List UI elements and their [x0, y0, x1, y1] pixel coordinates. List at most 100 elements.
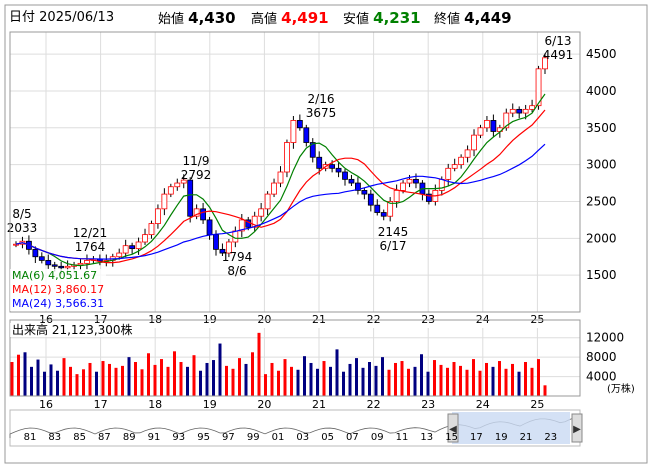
- candle-body: [167, 186, 174, 195]
- candle-body: [484, 120, 490, 129]
- ma6-value: 4,051.67: [48, 269, 98, 282]
- candle-body: [77, 262, 84, 266]
- navigator-year-label: 05: [321, 432, 334, 443]
- navigator-year-label: 07: [346, 432, 359, 443]
- ma-legend: MA(6) 4,051.67 MA(12) 3,860.17 MA(24) 3,…: [10, 269, 107, 311]
- volume-bar: [17, 354, 20, 396]
- volume-bar: [231, 368, 235, 396]
- volume-label: 出来高: [12, 323, 49, 337]
- navigator-year-label: 19: [495, 432, 508, 443]
- volume-bar: [127, 357, 131, 396]
- volume-bar: [387, 369, 391, 396]
- volume-bar: [179, 362, 183, 396]
- candle-body: [413, 178, 419, 184]
- navigator-year-label: 01: [272, 432, 285, 443]
- candle-body: [387, 201, 394, 217]
- volume-bar: [43, 371, 46, 396]
- high-value: 4,491: [281, 9, 329, 27]
- candle-body: [316, 156, 323, 169]
- candle-body: [116, 252, 123, 258]
- candle-body: [522, 108, 529, 114]
- volume-bar: [504, 368, 508, 396]
- y-tick-label: 2000: [586, 231, 617, 245]
- volume-bar: [446, 367, 449, 396]
- candle-body: [206, 219, 213, 236]
- navigator-year-label: 97: [222, 432, 235, 443]
- navigator-year-label: 93: [172, 432, 185, 443]
- chevron-left-icon: ◀: [449, 424, 457, 435]
- candle-body: [367, 193, 374, 206]
- volume-bar: [355, 358, 358, 396]
- volume-bar: [413, 366, 417, 396]
- vol-x-tick-label: 16: [39, 398, 53, 411]
- grid-layer: [10, 32, 580, 396]
- candle-body: [529, 105, 535, 110]
- annotation-line2: 2033: [7, 221, 38, 235]
- candle-body: [155, 208, 161, 224]
- candle-body: [451, 164, 458, 169]
- volume-bar: [36, 359, 40, 396]
- candle-body: [51, 264, 58, 267]
- navigator-year-label: 21: [520, 432, 533, 443]
- navigator[interactable]: ◀ ▶ 81 83 85 87 89 91 93 95 97 99 01 03 05 07 09 11 13 15 17…: [9, 409, 583, 447]
- volume-legend: 出来高 21,123,300株: [10, 323, 135, 337]
- vol-x-tick-label: 25: [530, 398, 544, 411]
- y-tick-label: 4000: [586, 84, 617, 98]
- volume-bar: [296, 369, 300, 396]
- navigator-year-label: 13: [420, 432, 433, 443]
- ma12-legend-item: MA(12) 3,860.17: [12, 283, 104, 297]
- navigator-selection: [452, 412, 570, 444]
- candle-body: [148, 223, 155, 236]
- volume-bar: [264, 374, 267, 396]
- volume-bar: [537, 359, 540, 396]
- volume-bar: [257, 332, 261, 396]
- volume-bar: [30, 366, 33, 396]
- volume-bar: [400, 361, 404, 396]
- volume-bar: [348, 363, 352, 396]
- candles: [13, 53, 548, 275]
- ma12-line: [15, 109, 546, 264]
- volume-bar: [374, 365, 378, 396]
- candle-body: [342, 171, 348, 180]
- navigator-year-label: 99: [247, 432, 260, 443]
- navigator-year-label: 85: [73, 432, 86, 443]
- volume-bar: [478, 370, 482, 396]
- volume-unit: (万株): [605, 383, 637, 397]
- volume-bar: [361, 367, 365, 396]
- volume-bar: [498, 361, 501, 396]
- date-value: 2025/06/13: [39, 10, 115, 25]
- candle-body: [213, 234, 219, 250]
- volume-bar: [543, 385, 547, 396]
- annotation-line2: 3675: [306, 106, 337, 120]
- candle-body: [542, 57, 548, 70]
- candle-body: [490, 120, 497, 132]
- ma12-value: 3,860.17: [55, 283, 105, 296]
- date-label: 日付: [9, 10, 36, 25]
- volume-bar: [75, 374, 79, 396]
- y-tick-label: 3500: [586, 121, 617, 135]
- vol-x-tick-label: 21: [312, 398, 326, 411]
- volume-bar: [381, 357, 384, 396]
- volume-bar: [238, 358, 241, 396]
- candle-body: [296, 120, 303, 129]
- volume-bar: [407, 368, 410, 396]
- price-panel-frame: [9, 31, 581, 313]
- volume-bar: [23, 352, 27, 396]
- volume-bar: [316, 368, 319, 396]
- volume-bar: [218, 343, 222, 396]
- open-value: 4,430: [188, 9, 236, 27]
- vol-x-tick-label: 20: [257, 398, 271, 411]
- volume-bar: [270, 362, 274, 396]
- y-tick-label: 1500: [586, 268, 617, 282]
- volume-bar: [433, 360, 436, 396]
- volume-bar: [95, 371, 98, 396]
- volume-bar: [452, 362, 456, 396]
- vol-x-tick-label: 18: [148, 398, 162, 411]
- candle-body: [64, 265, 71, 269]
- candle-body: [284, 142, 290, 173]
- ma12-name: MA(12): [12, 283, 52, 296]
- candle-body: [458, 156, 465, 166]
- volume-bar: [485, 362, 488, 396]
- high-label: 高値: [251, 12, 278, 27]
- volume-bar: [329, 366, 332, 396]
